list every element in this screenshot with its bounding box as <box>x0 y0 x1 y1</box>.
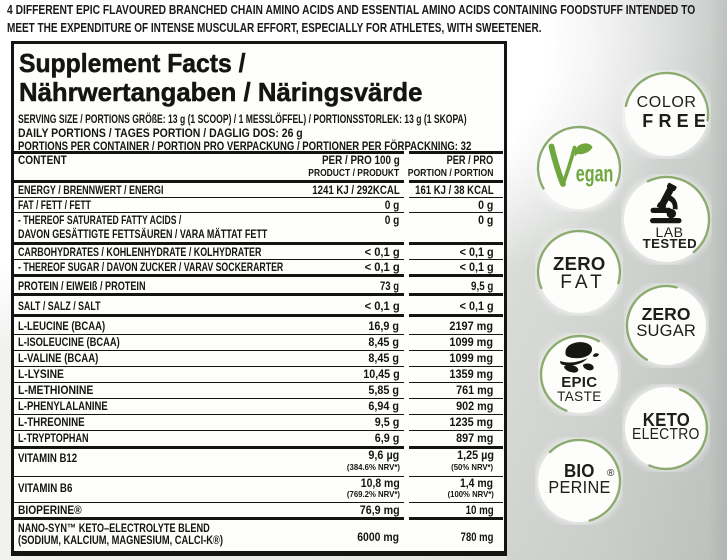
svg-text:egan: egan <box>576 162 614 188</box>
